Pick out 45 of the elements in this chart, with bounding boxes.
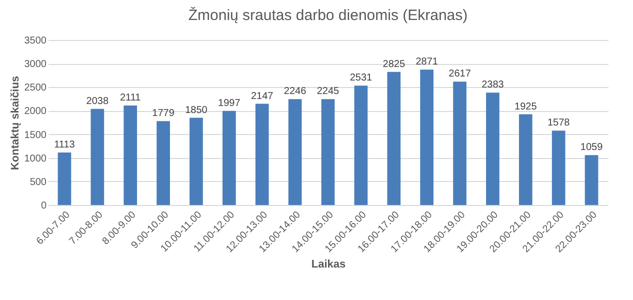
bar	[552, 130, 566, 205]
y-tick-label: 2000	[24, 106, 47, 118]
chart-title: Žmonių srautas darbo dienomis (Ekranas)	[188, 6, 468, 24]
data-label: 1925	[514, 101, 538, 112]
bar	[486, 92, 500, 205]
bar	[584, 155, 598, 205]
bar	[387, 72, 401, 205]
bar	[58, 152, 72, 205]
data-label: 1779	[152, 108, 175, 120]
y-tick-label: 3000	[24, 59, 47, 70]
bar	[124, 105, 138, 205]
data-label: 2531	[350, 72, 372, 84]
data-label: 1059	[580, 142, 604, 154]
data-label: 1113	[54, 140, 76, 151]
bar	[453, 82, 466, 205]
y-axis-title: Kontaktų skaičius	[9, 76, 22, 170]
data-label: 2871	[416, 56, 438, 68]
bar	[90, 108, 104, 205]
data-label: 2111	[120, 92, 142, 104]
bar	[222, 110, 236, 205]
bar	[518, 114, 532, 205]
data-label: 2246	[284, 86, 307, 98]
y-tick-label: 1500	[24, 130, 47, 141]
data-label: 2383	[482, 80, 504, 91]
x-axis-title: Laikas	[311, 258, 346, 270]
data-label: 1997	[218, 98, 241, 109]
data-label: 2825	[382, 58, 406, 70]
data-label: 2617	[448, 68, 472, 80]
bar	[354, 86, 368, 205]
bar	[420, 70, 434, 205]
bar	[255, 104, 269, 205]
y-tick-label: 2500	[24, 82, 47, 94]
bar	[190, 118, 203, 205]
y-tick-label: 500	[30, 176, 47, 188]
data-label: 2038	[86, 96, 109, 107]
y-tick-label: 1000	[24, 153, 47, 164]
data-label: 2147	[250, 90, 274, 102]
data-label: 1850	[185, 104, 208, 116]
bar	[156, 121, 170, 205]
data-label: 2245	[316, 86, 340, 98]
bar	[288, 99, 302, 205]
bar	[321, 99, 335, 205]
y-tick-label: 3500	[24, 36, 47, 46]
data-label: 1578	[547, 118, 570, 129]
y-tick-label: 0	[40, 200, 47, 212]
